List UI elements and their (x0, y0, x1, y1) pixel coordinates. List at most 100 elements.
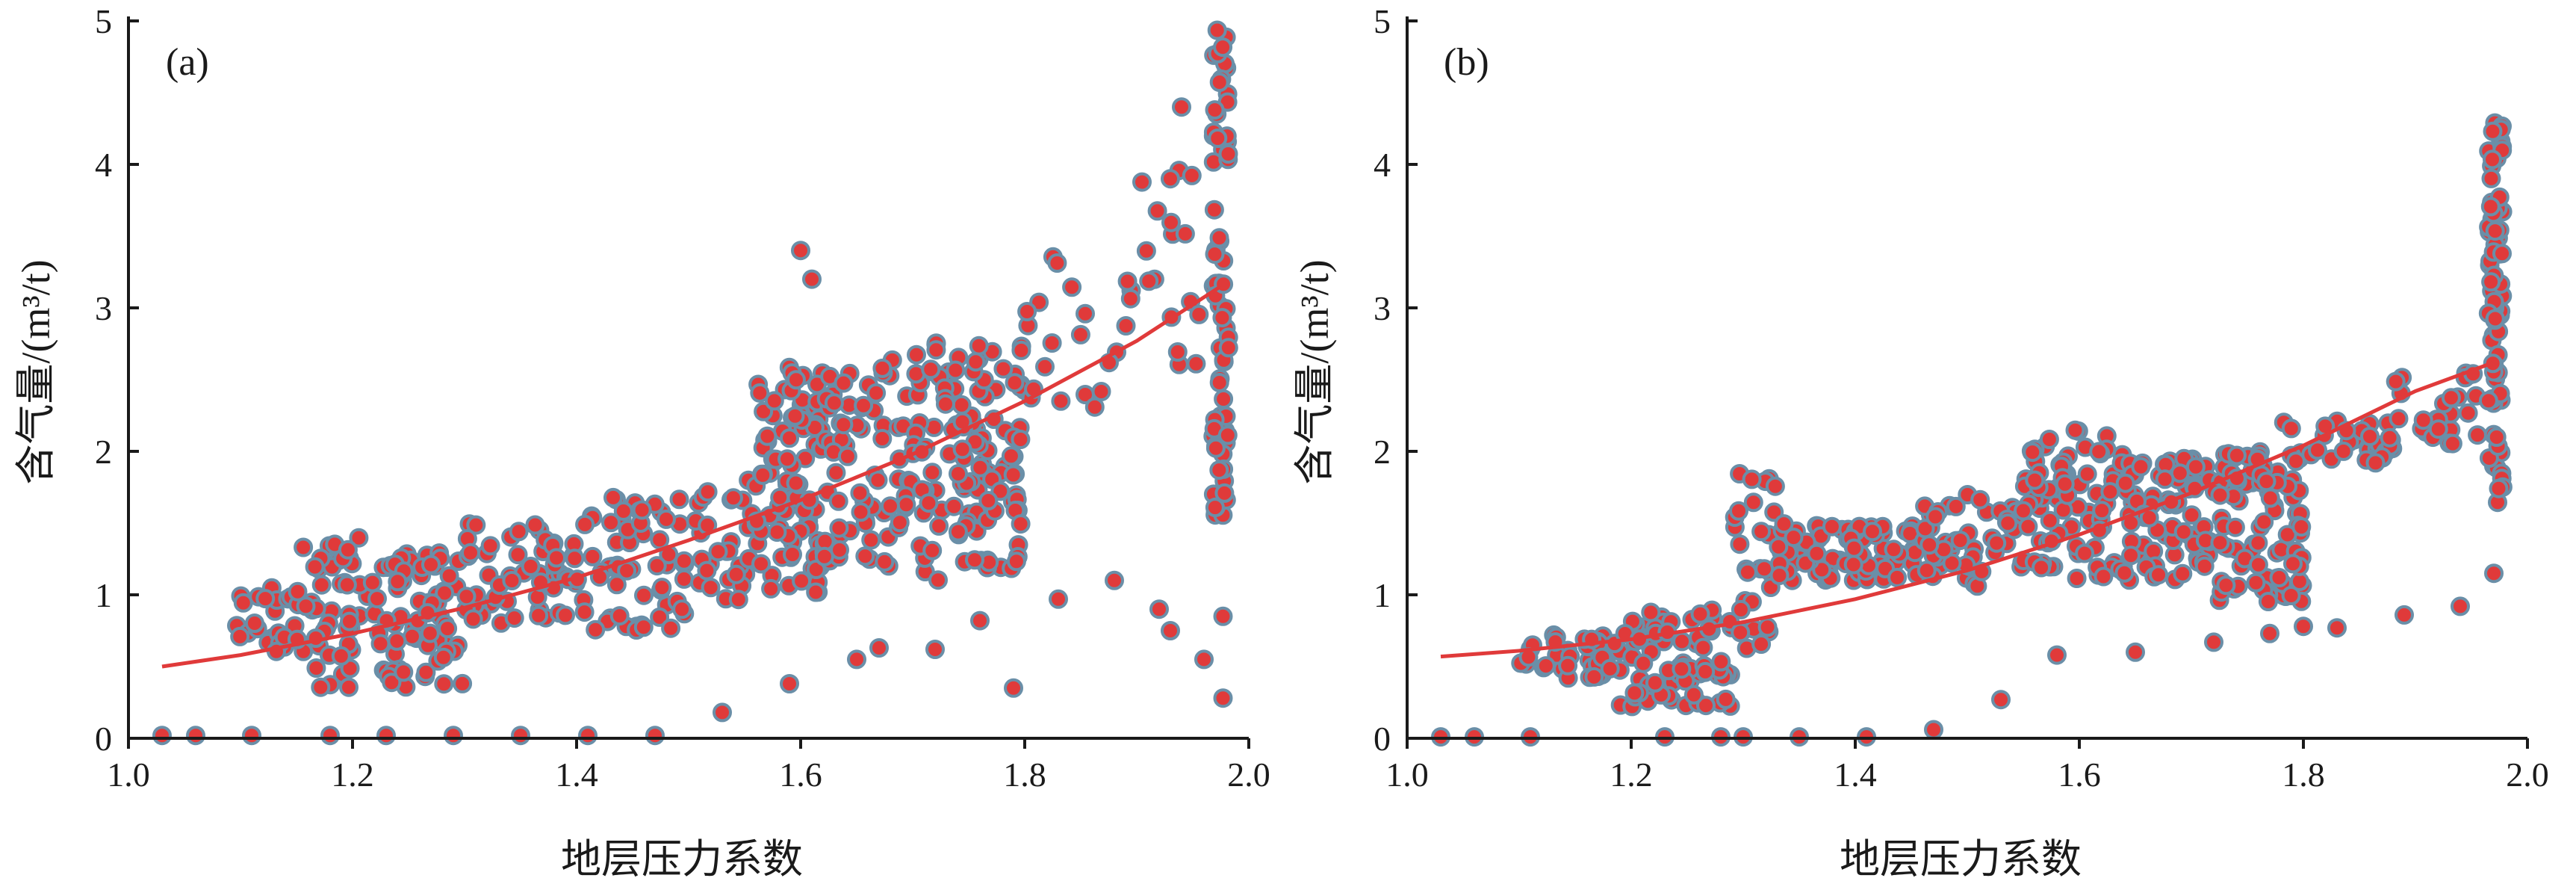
data-point (750, 383, 770, 403)
data-point (1120, 288, 1140, 309)
data-point (2067, 569, 2087, 588)
data-point (2256, 472, 2276, 492)
data-point (508, 545, 528, 565)
data-point (586, 619, 606, 640)
data-point (1004, 678, 1023, 698)
data-point (337, 575, 357, 595)
data-point (1774, 514, 1794, 534)
data-point (2039, 430, 2059, 449)
data-point (946, 360, 966, 380)
data-point (970, 457, 990, 477)
data-point (444, 726, 463, 746)
data-point (875, 551, 895, 572)
data-point (1558, 655, 1578, 676)
data-point (780, 674, 799, 693)
y-tick-label: 0 (95, 720, 112, 758)
data-point (1204, 200, 1224, 220)
data-point (2155, 469, 2175, 489)
data-point (609, 606, 630, 626)
data-point (944, 496, 964, 516)
data-point (1076, 303, 1095, 324)
data-point (921, 359, 941, 380)
data-point (770, 487, 790, 507)
y-tick-label: 4 (95, 146, 112, 184)
data-point (320, 726, 340, 746)
data-point (421, 554, 441, 575)
data-point (1737, 562, 1757, 582)
data-point (657, 509, 676, 529)
data-point (792, 571, 812, 591)
data-point (583, 546, 603, 566)
data-point (861, 530, 881, 550)
data-point (2210, 533, 2230, 553)
data-point (376, 726, 396, 746)
data-point (837, 446, 857, 466)
data-point (1161, 212, 1181, 232)
data-point (1105, 570, 1124, 590)
data-point (2210, 485, 2230, 505)
data-point (854, 395, 874, 415)
data-point (1116, 316, 1136, 336)
data-point (305, 557, 325, 577)
data-point (2246, 572, 2266, 593)
data-point (2014, 501, 2033, 521)
data-point (1672, 659, 1692, 679)
data-point (970, 611, 990, 631)
data-point (2380, 427, 2400, 448)
data-point (2360, 427, 2380, 447)
data-point (978, 491, 999, 510)
data-point (949, 464, 968, 483)
data-point (244, 613, 264, 633)
data-point (296, 596, 316, 616)
data-point (966, 352, 986, 372)
data-point (1884, 540, 1904, 560)
data-point (1205, 244, 1225, 265)
data-point (1209, 72, 1229, 92)
data-point (416, 662, 436, 682)
data-point (881, 496, 900, 516)
x-tick-label: 1.8 (2282, 755, 2325, 794)
data-point (826, 463, 846, 483)
data-point (1209, 460, 1229, 480)
data-point (1139, 271, 1159, 291)
data-point (2089, 442, 2109, 462)
data-point (1186, 353, 1206, 374)
data-point (1217, 425, 1238, 445)
data-point (851, 502, 871, 522)
data-point (922, 463, 943, 483)
y-tick-label: 5 (95, 2, 112, 40)
data-point (1062, 277, 1082, 297)
data-point (1919, 535, 1940, 555)
data-point (1757, 617, 1778, 637)
data-point (2032, 557, 2052, 578)
data-point (1213, 606, 1233, 626)
data-point (1182, 165, 1202, 185)
data-point (850, 483, 870, 503)
data-point (617, 560, 637, 581)
data-point (461, 543, 480, 563)
data-point (1136, 241, 1156, 261)
data-point (2077, 464, 2097, 484)
data-point (2025, 470, 2045, 490)
data-point (1001, 446, 1021, 466)
data-point (362, 572, 382, 593)
data-point (2094, 566, 2114, 587)
data-point (1844, 538, 1864, 558)
data-point (2451, 596, 2470, 616)
chart-panel-b: (b) 地层压力系数 含气量/(m³/t) 1.0 1.2 1.4 1.6 1.8 2.0… (1292, 2, 2549, 882)
data-point (2481, 168, 2501, 188)
data-point (2092, 501, 2112, 521)
data-point (701, 578, 721, 598)
data-point (1212, 308, 1232, 328)
data-point (814, 546, 834, 566)
x-tick-label: 1.4 (1834, 755, 1877, 794)
data-point (382, 673, 402, 693)
data-point (1205, 438, 1226, 458)
data-point (1189, 304, 1209, 324)
data-point (1807, 543, 1827, 563)
data-point (1017, 302, 1037, 321)
x-axis-title: 地层压力系数 (561, 837, 803, 882)
data-point (1600, 658, 1620, 679)
y-tick-label: 3 (1374, 289, 1391, 327)
